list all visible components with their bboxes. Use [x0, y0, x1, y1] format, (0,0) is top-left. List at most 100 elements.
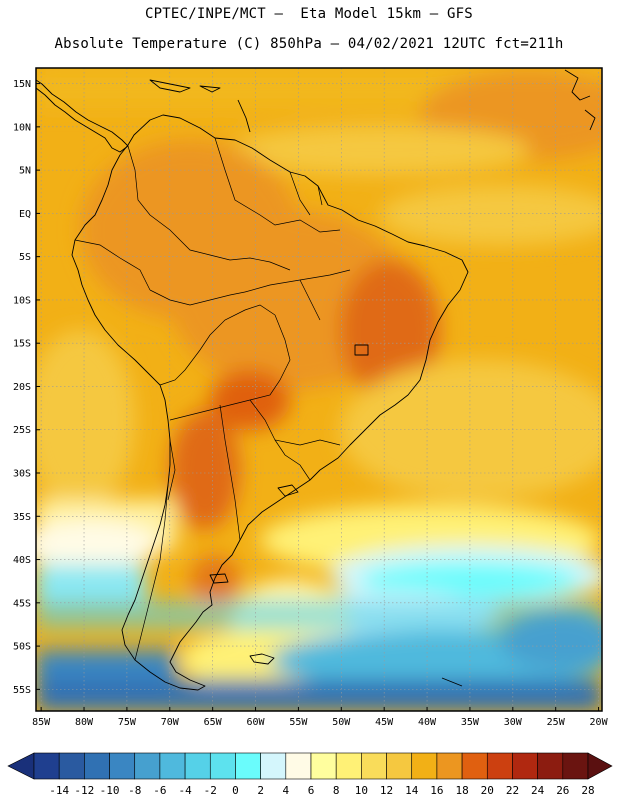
colorbar-swatch	[159, 752, 186, 780]
latitude-tick-label: EQ	[19, 209, 31, 220]
longitude-tick-label: 70W	[161, 717, 180, 728]
colorbar-swatch	[562, 752, 589, 780]
country-border	[159, 304, 276, 386]
latitude-tick-label: 15N	[13, 79, 31, 90]
latitude-tick-label: 25S	[13, 425, 31, 436]
colorbar-tick-label: 6	[308, 784, 315, 797]
colorbar-swatch	[134, 752, 161, 780]
colorbar-tick-label: 2	[257, 784, 264, 797]
colorbar-tick-label: -6	[153, 784, 166, 797]
country-border	[209, 314, 291, 411]
longitude-tick-label: 55W	[289, 717, 308, 728]
colorbar-swatch	[33, 752, 60, 780]
longitude-tick-label: 75W	[118, 717, 137, 728]
latitude-labels: 15N 10N 5N EQ 5S 10S 15S 20S 25S 30S 35S 40S 45S 50S 5…	[13, 79, 40, 696]
lake-shore	[209, 573, 229, 584]
longitude-tick-label: 80W	[75, 717, 94, 728]
longitude-tick-label: 25W	[547, 717, 566, 728]
colorbar-tick-label: 12	[380, 784, 393, 797]
lake-shore	[277, 484, 299, 497]
latitude-tick-label: 30S	[13, 469, 31, 480]
colorbar-tick-label: 28	[581, 784, 594, 797]
colorbar-tick-label: 0	[232, 784, 239, 797]
colorbar-tick-label: 8	[333, 784, 340, 797]
caribbean-island-coastline	[149, 79, 191, 93]
longitude-tick-label: 85W	[32, 717, 51, 728]
caribbean-island-coastline	[564, 69, 591, 101]
country-borders-layer	[74, 137, 351, 661]
colorbar-swatch	[209, 752, 236, 780]
caribbean-island-coastline	[584, 109, 596, 131]
colorbar-tick-label: 16	[430, 784, 443, 797]
colorbar-swatch	[486, 752, 513, 780]
colorbar-tick-label: 10	[355, 784, 368, 797]
longitude-labels: 85W 80W 75W 70W 65W 60W 55W 50W 45W 40W 35W 30W 25W 2…	[32, 707, 609, 728]
latitude-tick-label: 5N	[19, 166, 31, 177]
country-border	[219, 404, 241, 541]
colorbar: -14 -12 -10 -8 -6 -4 -2 0 2 4 6 8 10 12 14 16 18 20 22 24 26…	[7, 752, 613, 797]
colorbar-tick-label: 20	[481, 784, 494, 797]
colorbar-swatch	[361, 752, 387, 780]
longitude-tick-label: 30W	[504, 717, 523, 728]
colorbar-swatch	[310, 752, 337, 780]
caribbean-island-coastline	[237, 99, 251, 133]
south-georgia-coastline	[441, 677, 463, 687]
map-frame	[35, 67, 603, 712]
colorbar-swatch	[386, 752, 413, 780]
latitude-tick-label: 20S	[13, 382, 31, 393]
longitude-tick-label: 60W	[247, 717, 266, 728]
colorbar-tick-label: -10	[100, 784, 120, 797]
colorbar-swatch	[461, 752, 488, 780]
graticule-lines	[36, 68, 602, 711]
colorbar-tick-label: -2	[204, 784, 217, 797]
latitude-tick-label: 45S	[13, 598, 31, 609]
colorbar-swatch	[109, 752, 136, 780]
colorbar-over-arrow	[587, 752, 613, 780]
colorbar-swatch	[184, 752, 211, 780]
colorbar-swatch	[285, 752, 312, 780]
latitude-tick-label: 15S	[13, 339, 31, 350]
country-border	[274, 439, 311, 481]
colorbar-tick-label: -8	[128, 784, 141, 797]
colorbar-tick-label: -4	[178, 784, 192, 797]
country-border	[299, 279, 321, 321]
longitude-tick-label: 35W	[461, 717, 480, 728]
colorbar-swatch	[436, 752, 463, 780]
latitude-tick-label: 10N	[13, 122, 31, 133]
colorbar-swatch	[537, 752, 564, 780]
longitude-tick-label: 20W	[590, 717, 609, 728]
colorbar-tick-label: -14	[49, 784, 69, 797]
country-border	[74, 239, 151, 291]
title-field-line: Absolute Temperature (C) 850hPa – 04/02/…	[54, 36, 564, 52]
latitude-tick-label: 40S	[13, 555, 31, 566]
latitude-tick-label: 55S	[13, 685, 31, 696]
country-border	[289, 171, 311, 216]
country-border	[134, 484, 169, 661]
longitude-tick-label: 50W	[332, 717, 351, 728]
temperature-field	[36, 68, 602, 711]
colorbar-tick-label: 26	[556, 784, 569, 797]
latitude-tick-label: 50S	[13, 642, 31, 653]
country-border	[169, 409, 211, 421]
colorbar-tick-label: -12	[74, 784, 94, 797]
longitude-tick-label: 45W	[375, 717, 394, 728]
colorbar-tick-label: 18	[455, 784, 468, 797]
country-border	[214, 137, 341, 233]
colorbar-tick-label: 4	[283, 784, 290, 797]
falkland-islands-coastline	[249, 653, 275, 665]
longitude-tick-label: 65W	[204, 717, 223, 728]
colorbar-swatch	[411, 752, 438, 780]
latitude-tick-label: 5S	[19, 252, 31, 263]
colorbar-under-arrow	[7, 752, 35, 780]
colorbar-swatch	[84, 752, 110, 780]
country-border	[149, 289, 246, 306]
longitude-tick-label: 40W	[418, 717, 437, 728]
country-border	[127, 145, 291, 271]
colorbar-swatch	[512, 752, 538, 780]
title-model-line: CPTEC/INPE/MCT – Eta Model 15km – GFS	[145, 6, 473, 22]
colorbar-swatch	[235, 752, 261, 780]
caribbean-island-coastline	[199, 85, 221, 93]
lake-shore	[354, 344, 369, 356]
colorbar-swatch	[260, 752, 287, 780]
